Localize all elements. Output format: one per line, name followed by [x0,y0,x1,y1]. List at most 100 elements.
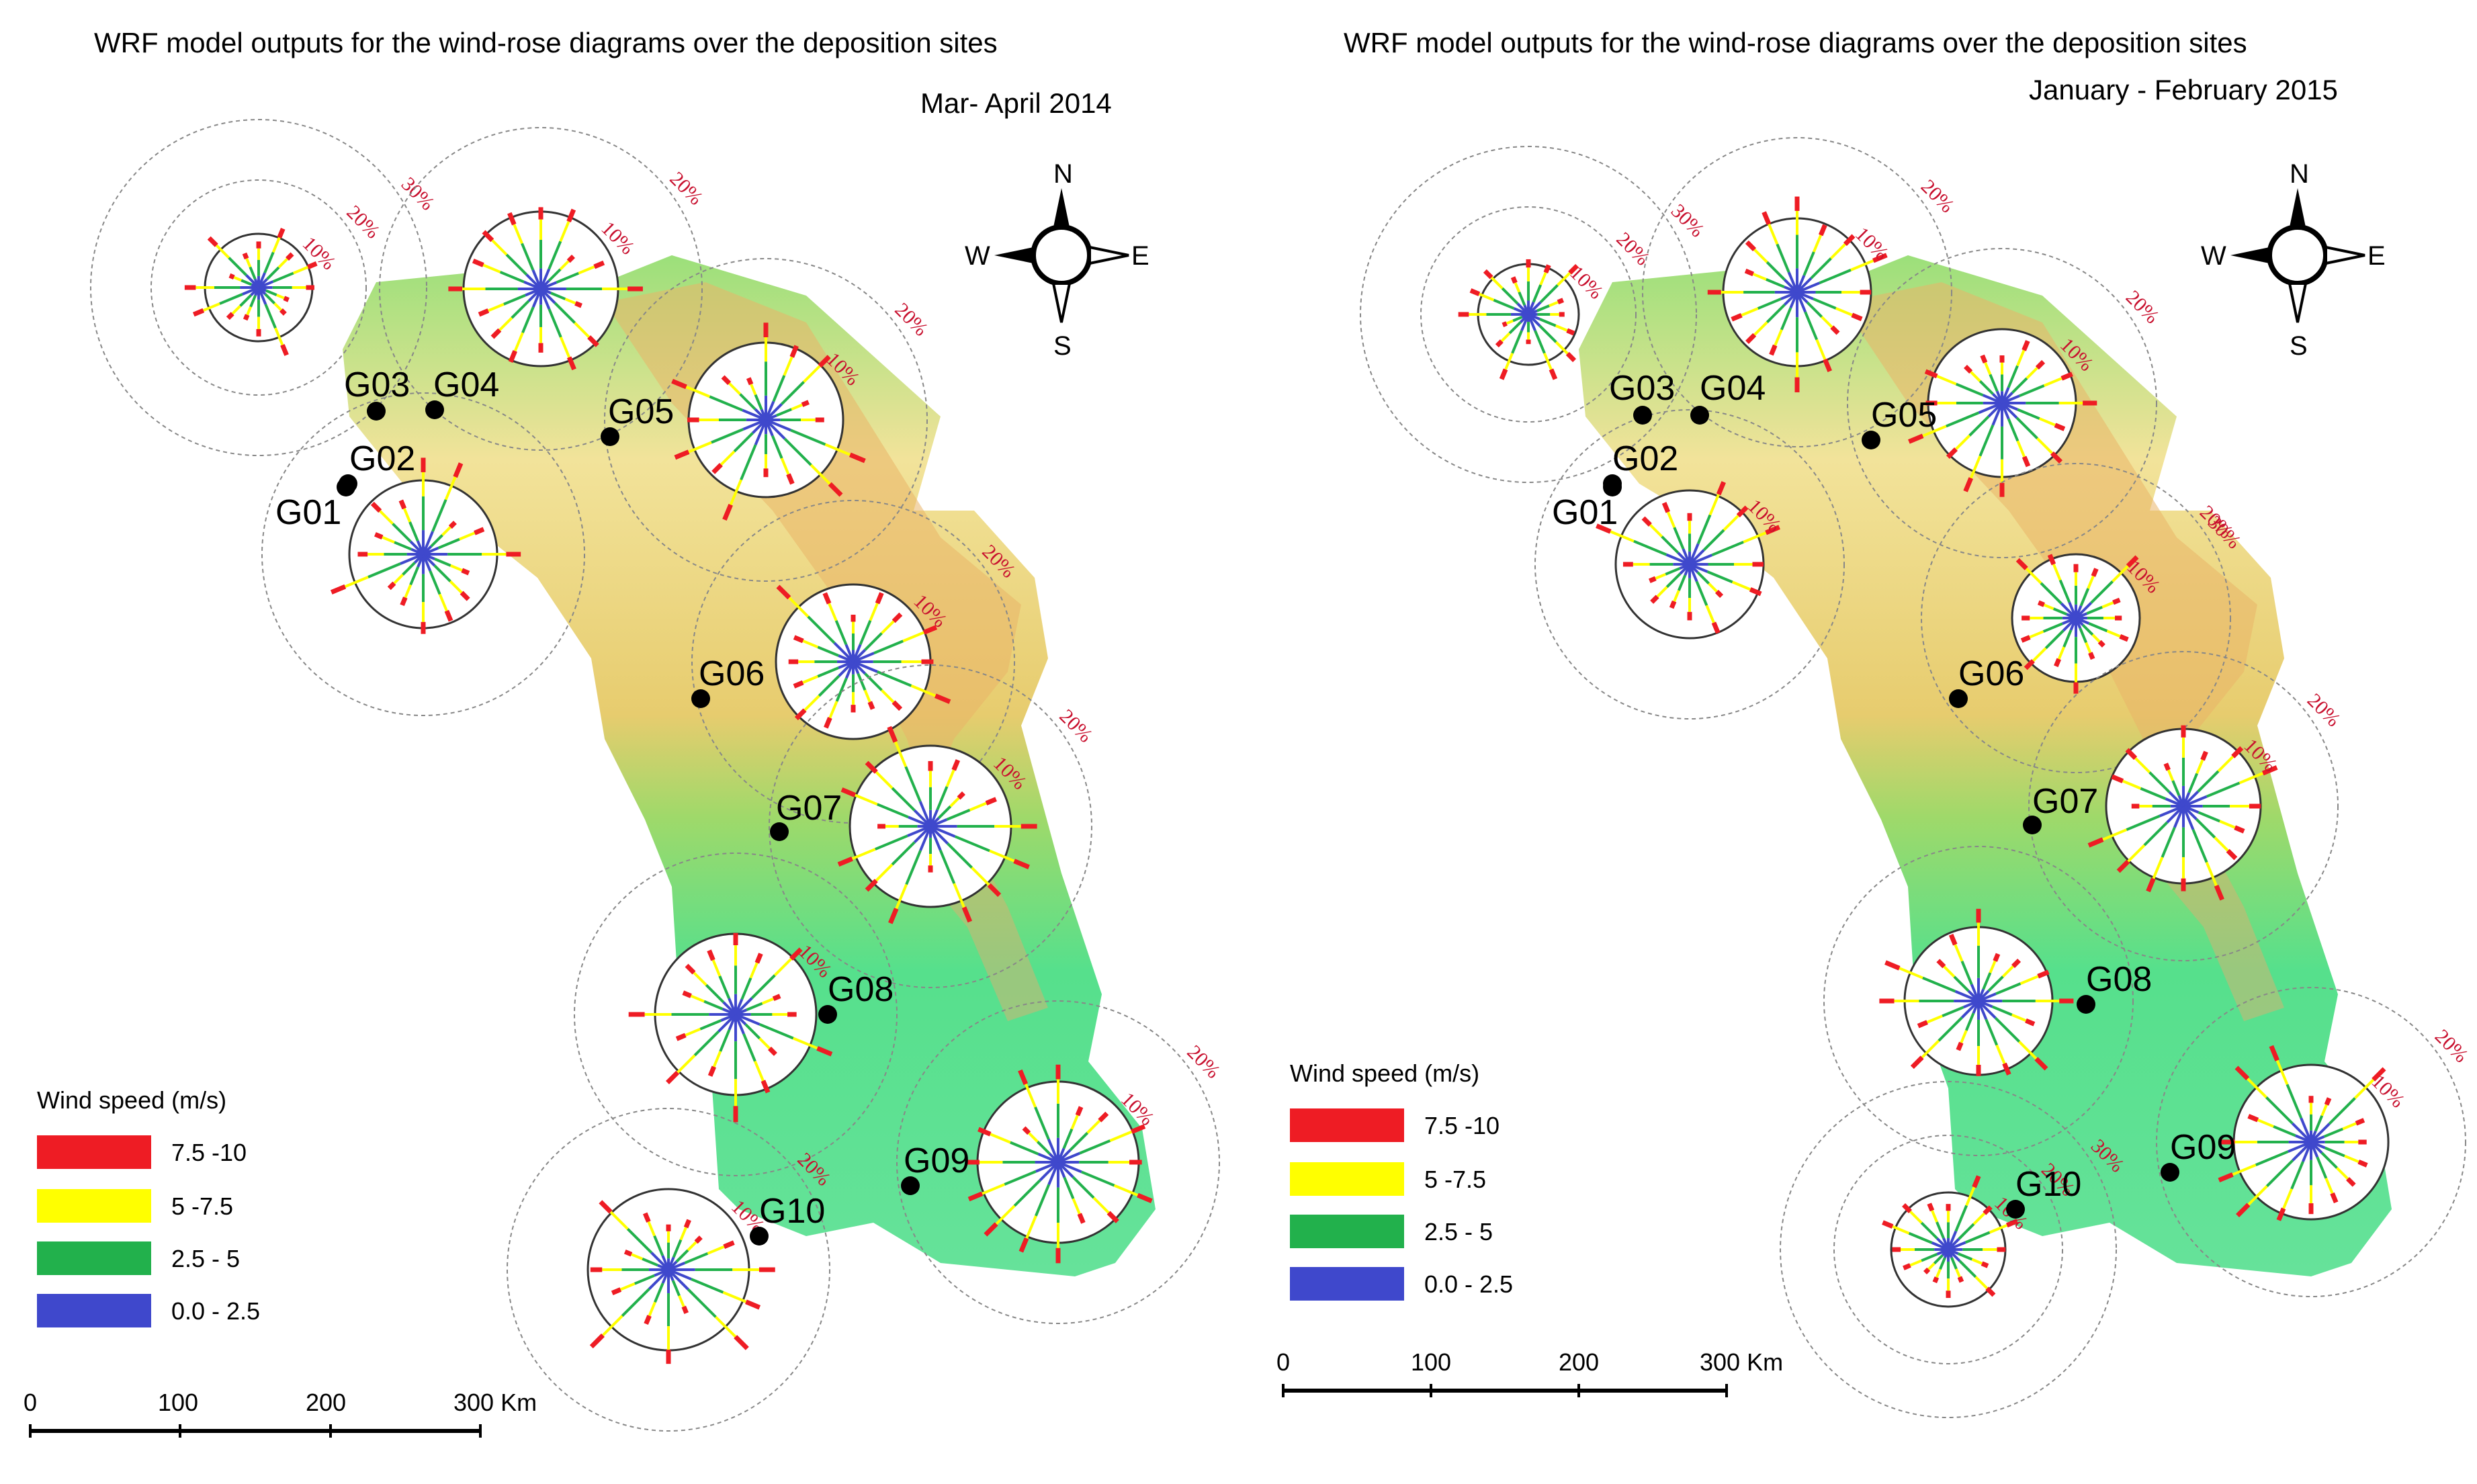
rose-spoke [1673,527,1685,550]
rose-spoke [824,717,832,729]
rose-spoke [2125,748,2138,760]
rose-spoke [1025,1083,1037,1108]
rose-spoke [864,632,883,651]
rose-outer-ring [896,1000,1220,1324]
rose-spoke [790,429,826,446]
rose-spoke [1819,269,1852,285]
rose-spoke [559,337,571,358]
rose-spoke [241,279,252,286]
wind-rose-g01 [261,392,585,716]
rose-outer-ring [90,119,427,456]
rose-spoke [521,243,535,271]
rose-spoke [564,298,576,305]
rose-spoke [844,644,855,662]
rose-spoke [772,994,781,1001]
rose-spoke [1543,264,1551,274]
rose-spoke [1696,514,1712,545]
rose-outer-ring [1921,463,2231,773]
rose-spoke [409,566,419,586]
rose-spoke [722,1291,747,1303]
rose-spoke [1752,273,1767,281]
rose-spoke [1850,259,1874,271]
rose-spoke [1843,234,1856,247]
rose-spoke [750,384,757,396]
rose-spoke [1539,284,1559,304]
rose-spoke [2001,965,2014,978]
rose-spoke [243,314,250,321]
rose-spoke [1932,1276,1940,1284]
wind-rose-g07: 10%20% [769,664,1097,988]
rose-spoke [626,1227,653,1254]
map-canvas: 10%10%20%30%10%20%10%20%10%20%30%10%20%1… [1276,137,2472,1418]
rose-spoke [1830,325,1840,335]
rose-spoke [1655,572,1666,580]
rose-spoke [918,801,932,827]
rose-spoke [393,574,404,584]
rose-spoke [2219,820,2236,829]
rose-spoke [1538,324,1557,343]
rose-spoke [791,403,803,411]
rose-spoke [416,540,425,555]
rose-spoke [2320,1104,2328,1117]
legend-swatch-blue [1290,1267,1404,1301]
rose-spoke [1557,298,1565,305]
rose-spoke [1549,300,1559,307]
rose-spoke [1963,477,1974,492]
rose-spoke [789,345,799,358]
rose-spoke [869,603,879,621]
rose-spoke [398,499,407,510]
rose-spoke [671,1280,681,1297]
rose-spoke [2015,558,2028,570]
rose-spoke [488,303,505,312]
rose-spoke [226,312,234,320]
rose-spoke [720,450,736,466]
rose-spoke [1678,574,1687,591]
rose-spoke [2025,1018,2036,1027]
rose-spoke [771,435,783,459]
rose-spoke [765,419,791,432]
rose-spoke [279,308,287,316]
rose-spoke [1039,1161,1059,1182]
rose-spoke [709,395,743,412]
wind-rose-layer: 10%20%30%10%20%10%20%10%20%10%20%10%10%2… [90,119,1225,1432]
rose-spoke [578,265,595,275]
scale-tick: 200 [306,1389,346,1416]
rose-spoke [1745,333,1757,344]
rose-spoke [2040,582,2062,605]
rose-spoke [521,306,535,333]
rose-spoke [707,1065,716,1077]
rose-spoke [460,591,470,601]
rose-spoke [330,584,347,595]
legend-title: Wind speed (m/s) [37,1086,226,1114]
rose-spoke [1081,1170,1115,1187]
rose-spoke [2079,627,2087,644]
rose-spoke [1956,1041,1964,1051]
rose-spoke [733,432,754,453]
rose-spoke [671,379,687,390]
rose-spoke [881,620,895,634]
rose-spoke [1506,319,1514,325]
site-marker-g02 [1603,474,1622,493]
compass-n: N [1053,159,1073,189]
rose-spoke [2047,554,2056,566]
rose-spoke [1077,1213,1086,1224]
site-label-g10: G10 [759,1192,825,1231]
rose-spoke [1813,234,1823,253]
compass-s: S [1053,331,1072,361]
rose-spoke [648,1301,656,1317]
rose-spoke [286,252,294,261]
rose-spoke [2020,635,2031,643]
map-title: WRF model outputs for the wind-rose diag… [94,27,998,58]
rose-spoke [945,769,955,787]
scale-bar: 0 100 200 300 Km [24,1389,537,1438]
rose-spoke [859,619,872,646]
rose-spoke [550,292,566,300]
rose-outer-ring [604,258,928,582]
rose-spoke [1977,1000,1997,1019]
rose-spoke [1765,525,1780,535]
rose-spoke [913,825,932,844]
rose-spoke [880,689,895,703]
rose-spoke [788,597,810,618]
rose-spoke [653,1235,664,1256]
rose-outer-ring [261,392,585,716]
